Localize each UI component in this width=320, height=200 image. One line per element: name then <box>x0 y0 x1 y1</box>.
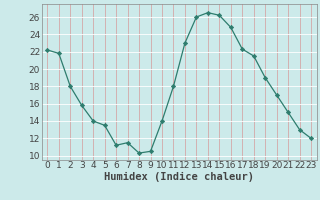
X-axis label: Humidex (Indice chaleur): Humidex (Indice chaleur) <box>104 172 254 182</box>
